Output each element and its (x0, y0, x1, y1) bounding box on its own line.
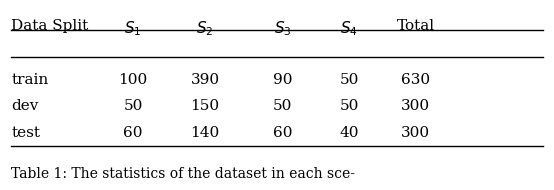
Text: 390: 390 (191, 73, 219, 87)
Text: 150: 150 (191, 99, 219, 113)
Text: 300: 300 (401, 99, 430, 113)
Text: Data Split: Data Split (11, 19, 88, 33)
Text: 630: 630 (401, 73, 430, 87)
Text: 50: 50 (273, 99, 292, 113)
Text: test: test (11, 126, 40, 140)
Text: $S_4$: $S_4$ (340, 19, 358, 38)
Text: $S_2$: $S_2$ (196, 19, 214, 38)
Text: 300: 300 (401, 126, 430, 140)
Text: 140: 140 (191, 126, 219, 140)
Text: train: train (11, 73, 48, 87)
Text: $S_1$: $S_1$ (124, 19, 142, 38)
Text: 100: 100 (119, 73, 147, 87)
Text: 40: 40 (339, 126, 359, 140)
Text: dev: dev (11, 99, 38, 113)
Text: Table 1: The statistics of the dataset in each sce-: Table 1: The statistics of the dataset i… (11, 166, 355, 180)
Text: 90: 90 (273, 73, 293, 87)
Text: 50: 50 (340, 73, 358, 87)
Text: Total: Total (397, 19, 434, 33)
Text: 60: 60 (123, 126, 143, 140)
Text: 50: 50 (340, 99, 358, 113)
Text: $S_3$: $S_3$ (274, 19, 291, 38)
Text: 60: 60 (273, 126, 293, 140)
Text: 50: 50 (124, 99, 142, 113)
